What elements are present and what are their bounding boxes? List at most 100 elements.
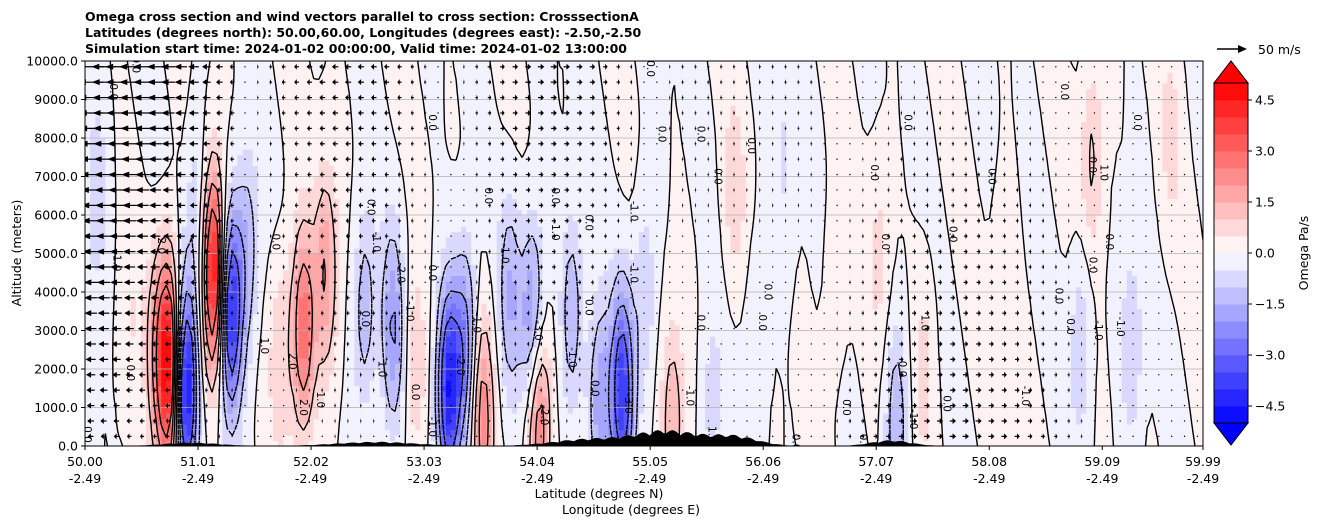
omega-cell [578,353,584,359]
omega-cell [1137,331,1143,337]
omega-cell [827,320,833,326]
omega-cell [161,391,167,397]
omega-cell [446,375,452,381]
omega-cell [761,380,767,386]
omega-cell [187,375,193,381]
omega-cell [375,386,381,392]
omega-cell [995,397,1001,403]
omega-cell [486,320,492,326]
omega-cell [598,347,604,353]
omega-cell [1106,424,1112,430]
omega-cell [730,375,736,381]
omega-cell [1132,380,1138,386]
omega-cell [812,358,818,364]
omega-cell [395,424,401,430]
omega-cell [354,380,360,386]
omega-cell [512,353,518,359]
omega-cell [644,391,650,397]
omega-cell [324,369,330,375]
omega-cell [314,430,320,436]
omega-cell [263,424,269,430]
omega-cell [1045,408,1051,414]
omega-cell [507,397,513,403]
omega-cell [639,353,645,359]
omega-cell [802,386,808,392]
omega-cell [649,375,655,381]
omega-cell [375,342,381,348]
omega-cell [400,408,406,414]
omega-cell [390,419,396,425]
omega-cell [1096,435,1102,441]
omega-cell [852,397,858,403]
omega-cell [1010,391,1016,397]
omega-cell [354,413,360,419]
omega-cell [1142,397,1148,403]
omega-cell [461,347,467,353]
omega-cell [568,320,574,326]
omega-cell [817,375,823,381]
omega-cell [1076,380,1082,386]
omega-cell [390,413,396,419]
omega-cell [121,342,127,348]
omega-cell [1061,347,1067,353]
omega-cell [1183,331,1189,337]
omega-cell [1030,413,1036,419]
omega-cell [1162,386,1168,392]
omega-cell [568,380,574,386]
omega-cell [227,336,233,342]
omega-cell [786,353,792,359]
omega-cell [812,331,818,337]
omega-cell [720,424,726,430]
omega-cell [187,347,193,353]
omega-cell [868,353,874,359]
omega-cell [1122,424,1128,430]
omega-cell [563,397,569,403]
omega-cell [1020,375,1026,381]
omega-cell [669,424,675,430]
omega-cell [1162,358,1168,364]
omega-cell [802,342,808,348]
omega-cell [324,408,330,414]
omega-cell [649,336,655,342]
omega-cell [583,408,589,414]
omega-cell [1173,336,1179,342]
omega-cell [1045,353,1051,359]
omega-cell [1010,369,1016,375]
omega-cell [934,413,940,419]
omega-cell [339,336,345,342]
omega-cell [802,419,808,425]
omega-cell [517,375,523,381]
omega-cell [1157,413,1163,419]
omega-cell [959,391,965,397]
omega-cell [903,430,909,436]
omega-cell [903,380,909,386]
omega-cell [344,435,350,441]
omega-cell [756,342,762,348]
omega-cell [456,336,462,342]
omega-cell [1152,347,1158,353]
omega-cell [359,419,365,425]
omega-cell [243,408,249,414]
omega-cell [659,408,665,414]
omega-cell [639,397,645,403]
omega-cell [680,424,686,430]
omega-cell [730,331,736,337]
omega-cell [1045,342,1051,348]
omega-cell [532,424,538,430]
omega-cell [705,386,711,392]
omega-cell [212,430,218,436]
omega-cell [415,419,421,425]
omega-cell [1142,386,1148,392]
omega-cell [1086,375,1092,381]
omega-cell [659,397,665,403]
omega-cell [334,397,340,403]
omega-cell [451,386,457,392]
omega-cell [944,435,950,441]
omega-cell [410,369,416,375]
omega-cell [1167,347,1173,353]
omega-cell [182,380,188,386]
omega-cell [375,424,381,430]
omega-cell [273,369,279,375]
omega-cell [95,331,101,337]
omega-cell [812,342,818,348]
